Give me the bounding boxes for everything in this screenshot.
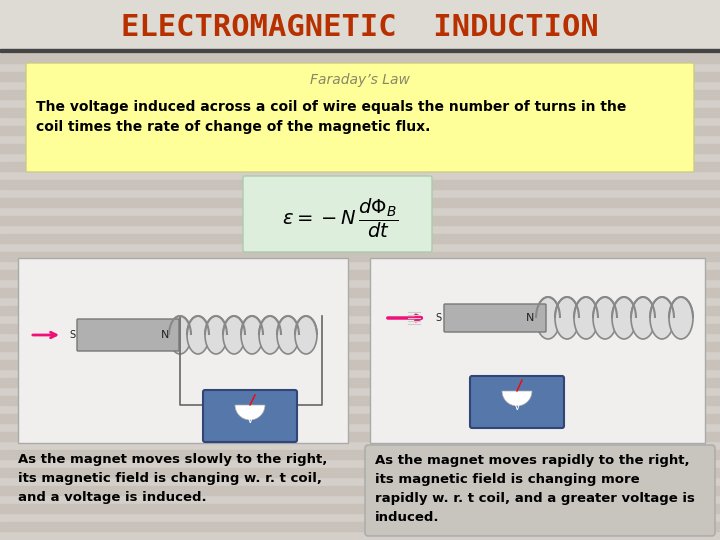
- Bar: [0, 108, 720, 117]
- Bar: [0, 18, 720, 27]
- Ellipse shape: [612, 297, 636, 339]
- Ellipse shape: [295, 316, 317, 354]
- Text: The voltage induced across a coil of wire equals the number of turns in the: The voltage induced across a coil of wir…: [36, 100, 626, 114]
- Text: N: N: [526, 313, 534, 323]
- Bar: [0, 306, 720, 315]
- Bar: [0, 72, 720, 81]
- Text: ELECTROMAGNETIC  INDUCTION: ELECTROMAGNETIC INDUCTION: [121, 12, 599, 42]
- Wedge shape: [502, 391, 532, 406]
- Bar: [18, 258, 348, 443]
- Text: As the magnet moves slowly to the right,
its magnetic field is changing w. r. t : As the magnet moves slowly to the right,…: [18, 453, 328, 504]
- Ellipse shape: [669, 297, 693, 339]
- Bar: [0, 414, 720, 423]
- Bar: [0, 54, 720, 63]
- Bar: [0, 288, 720, 297]
- Bar: [0, 342, 720, 351]
- Bar: [0, 49, 720, 52]
- Text: coil times the rate of change of the magnetic flux.: coil times the rate of change of the mag…: [36, 120, 431, 134]
- Ellipse shape: [574, 297, 598, 339]
- FancyBboxPatch shape: [77, 319, 179, 351]
- FancyBboxPatch shape: [365, 445, 715, 536]
- Ellipse shape: [241, 316, 263, 354]
- Bar: [0, 234, 720, 243]
- Text: V: V: [513, 402, 521, 412]
- Bar: [0, 162, 720, 171]
- Bar: [0, 180, 720, 189]
- Text: $\varepsilon = -N\,\dfrac{d\Phi_B}{dt}$: $\varepsilon = -N\,\dfrac{d\Phi_B}{dt}$: [282, 197, 398, 240]
- Text: N: N: [161, 330, 169, 340]
- FancyBboxPatch shape: [26, 63, 694, 172]
- FancyBboxPatch shape: [243, 176, 432, 252]
- Ellipse shape: [223, 316, 245, 354]
- Bar: [0, 36, 720, 45]
- Text: As the magnet moves rapidly to the right,
its magnetic field is changing more
ra: As the magnet moves rapidly to the right…: [375, 454, 695, 524]
- Bar: [0, 504, 720, 513]
- Bar: [0, 432, 720, 441]
- Bar: [0, 450, 720, 459]
- Wedge shape: [235, 405, 265, 420]
- Bar: [370, 258, 705, 443]
- Bar: [0, 270, 720, 279]
- Bar: [0, 486, 720, 495]
- Ellipse shape: [259, 316, 281, 354]
- Bar: [0, 252, 720, 261]
- Bar: [0, 90, 720, 99]
- Bar: [0, 378, 720, 387]
- Bar: [0, 198, 720, 207]
- Text: Faraday’s Law: Faraday’s Law: [310, 73, 410, 87]
- Ellipse shape: [205, 316, 227, 354]
- Ellipse shape: [555, 297, 579, 339]
- Bar: [0, 126, 720, 135]
- Ellipse shape: [536, 297, 560, 339]
- Bar: [0, 144, 720, 153]
- Text: V: V: [247, 415, 253, 425]
- Ellipse shape: [650, 297, 674, 339]
- Bar: [0, 216, 720, 225]
- FancyBboxPatch shape: [444, 304, 546, 332]
- Bar: [0, 0, 720, 50]
- Bar: [0, 360, 720, 369]
- Bar: [0, 324, 720, 333]
- Bar: [0, 0, 720, 9]
- Bar: [0, 468, 720, 477]
- Ellipse shape: [631, 297, 655, 339]
- Text: S: S: [69, 330, 75, 340]
- Ellipse shape: [593, 297, 617, 339]
- FancyBboxPatch shape: [203, 390, 297, 442]
- Ellipse shape: [187, 316, 209, 354]
- Bar: [0, 396, 720, 405]
- Bar: [0, 522, 720, 531]
- Ellipse shape: [169, 316, 191, 354]
- Text: S: S: [435, 313, 441, 323]
- FancyBboxPatch shape: [470, 376, 564, 428]
- Ellipse shape: [277, 316, 299, 354]
